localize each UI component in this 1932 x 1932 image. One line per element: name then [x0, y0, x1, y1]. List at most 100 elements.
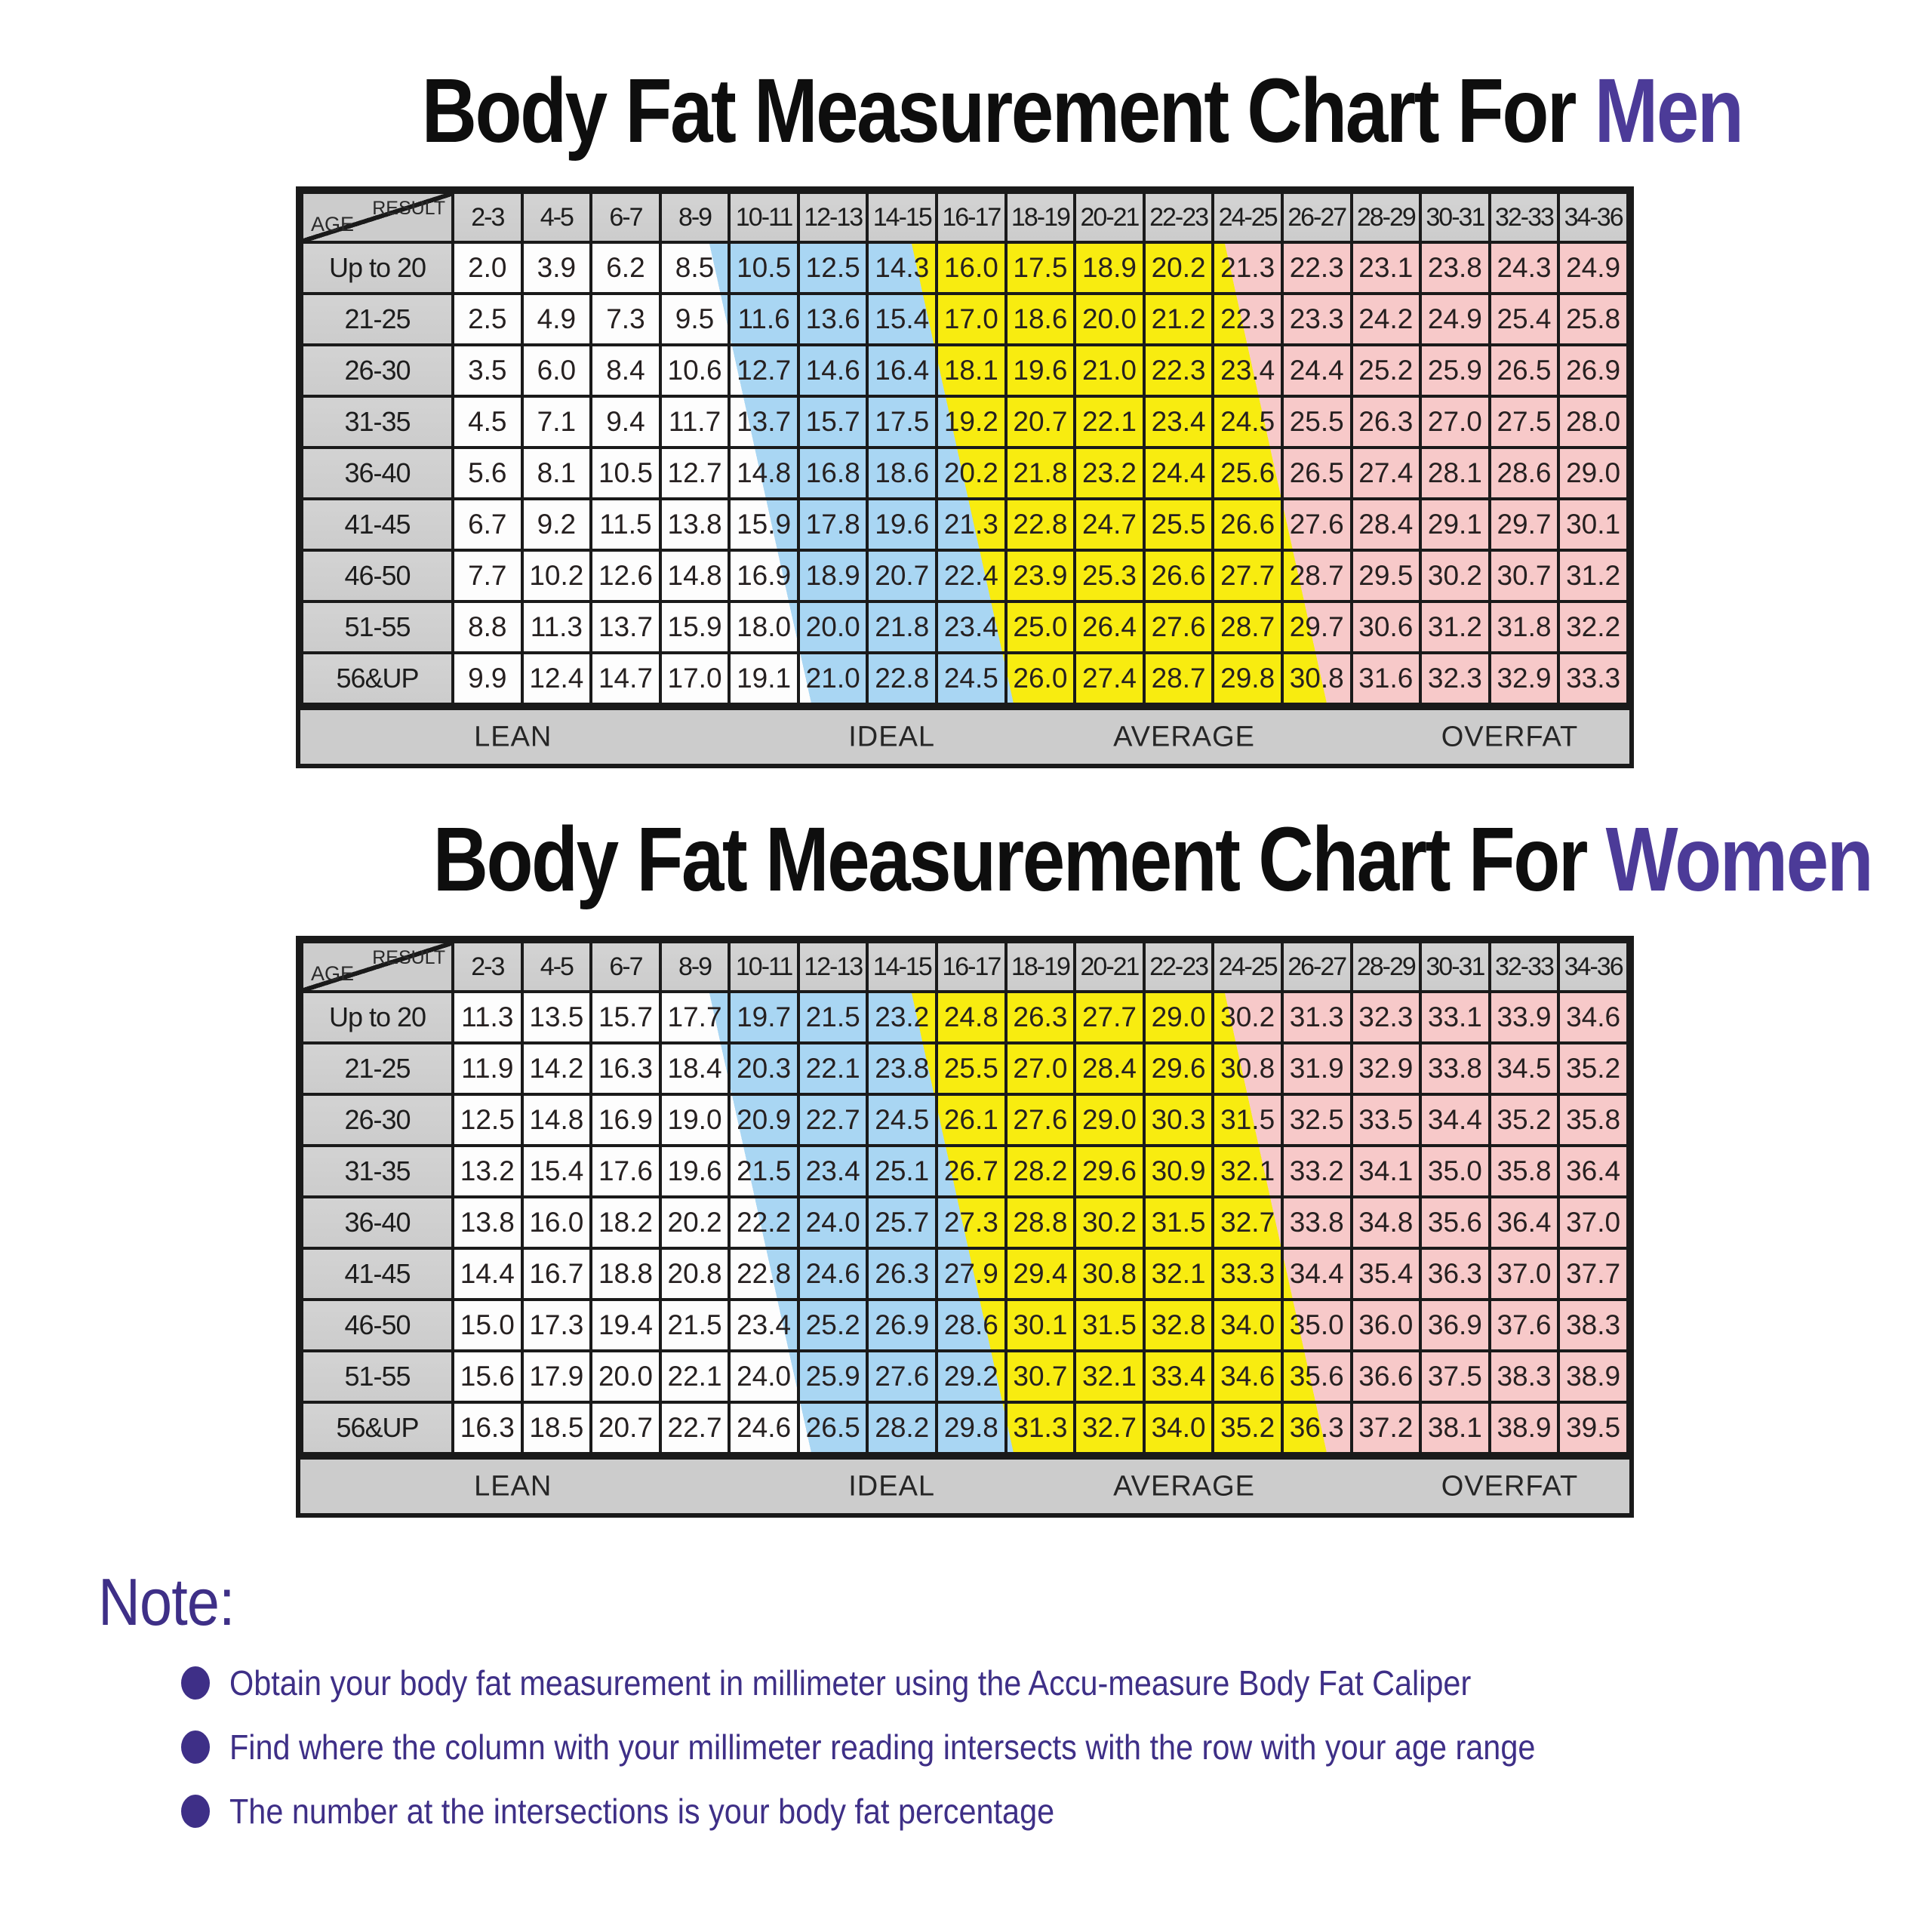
bodyfat-value-cell: 19.2: [935, 395, 1008, 449]
bodyfat-value-cell: 26.0: [1004, 651, 1077, 706]
table-row: 56&UP 16.3 18.5 20.7 22.7 24.6 26.5 28.2 29.8 31.…: [300, 1401, 1629, 1455]
zone-label-average: AVERAGE: [1113, 721, 1256, 752]
bodyfat-value-cell: 21.5: [658, 1298, 731, 1352]
bodyfat-value-cell: 31.9: [1280, 1041, 1353, 1096]
bodyfat-value-cell: 30.2: [1211, 990, 1284, 1044]
bodyfat-value-cell: 22.2: [728, 1195, 800, 1250]
bodyfat-value-cell: 34.4: [1280, 1247, 1353, 1301]
bodyfat-value-cell: 36.3: [1280, 1401, 1353, 1455]
bodyfat-value-cell: 35.6: [1419, 1195, 1491, 1250]
column-header: 8-9: [658, 191, 731, 244]
bodyfat-value-cell: 28.7: [1211, 600, 1284, 654]
column-header: 20-21: [1073, 940, 1146, 993]
age-row-header: 31-35: [300, 395, 454, 449]
bodyfat-value-cell: 33.4: [1142, 1349, 1215, 1404]
header-row: RESULT AGE 2-3 4-5 6-7 8-9 10-11 12-13 14-15 16-1…: [300, 191, 1629, 244]
bodyfat-value-cell: 19.6: [1004, 343, 1077, 398]
zone-label-overfat: OVERFAT: [1441, 721, 1579, 752]
bodyfat-value-cell: 30.7: [1487, 549, 1561, 603]
bodyfat-value-cell: 37.5: [1419, 1349, 1491, 1404]
table-row: 31-35 4.5 7.1 9.4 11.7 13.7 15.7 17.5 19.2 20.7 22…: [300, 395, 1629, 449]
zone-label-ideal: IDEAL: [848, 721, 936, 752]
bodyfat-value-cell: 23.4: [1142, 395, 1215, 449]
bodyfat-value-cell: 32.3: [1349, 990, 1423, 1044]
bodyfat-value-cell: 30.1: [1004, 1298, 1077, 1352]
bodyfat-value-cell: 31.2: [1419, 600, 1491, 654]
bodyfat-value-cell: 35.2: [1211, 1401, 1284, 1455]
bodyfat-value-cell: 33.8: [1419, 1041, 1491, 1096]
bodyfat-value-cell: 30.9: [1142, 1144, 1215, 1198]
bodyfat-value-cell: 11.6: [728, 292, 800, 346]
column-header: 30-31: [1419, 191, 1491, 244]
bodyfat-value-cell: 21.0: [796, 651, 869, 706]
bodyfat-value-cell: 24.4: [1142, 446, 1215, 500]
bodyfat-value-cell: 20.9: [728, 1093, 800, 1147]
bodyfat-value-cell: 26.6: [1142, 549, 1215, 603]
column-header: 16-17: [935, 191, 1008, 244]
bodyfat-value-cell: 13.7: [728, 395, 800, 449]
bodyfat-value-cell: 22.3: [1280, 241, 1353, 295]
bullet-icon: [181, 1730, 210, 1764]
bodyfat-value-cell: 28.7: [1280, 549, 1353, 603]
zone-label-lean: LEAN: [474, 1470, 552, 1502]
bodyfat-value-cell: 24.0: [796, 1195, 869, 1250]
note-bullet-list: Obtain your body fat measurement in mill…: [98, 1663, 1681, 1832]
note-bullet-row: Obtain your body fat measurement in mill…: [181, 1663, 1681, 1703]
corner-result-label: RESULT: [372, 947, 445, 968]
bodyfat-value-cell: 27.5: [1487, 395, 1561, 449]
bodyfat-value-cell: 27.6: [1142, 600, 1215, 654]
age-row-header: 56&UP: [300, 1401, 454, 1455]
bodyfat-value-cell: 24.3: [1487, 241, 1561, 295]
age-row-header: 21-25: [300, 1041, 454, 1096]
bodyfat-value-cell: 18.6: [866, 446, 939, 500]
bodyfat-value-cell: 20.0: [1073, 292, 1146, 346]
bodyfat-value-cell: 29.0: [1557, 446, 1629, 500]
bodyfat-value-cell: 31.6: [1349, 651, 1423, 706]
header-row: RESULT AGE 2-3 4-5 6-7 8-9 10-11 12-13 14-15 16-1…: [300, 940, 1629, 993]
column-header: 6-7: [589, 191, 662, 244]
men-chart-title-accent: Men: [1594, 59, 1744, 162]
bodyfat-value-cell: 24.5: [866, 1093, 939, 1147]
bodyfat-value-cell: 27.3: [935, 1195, 1008, 1250]
bodyfat-value-cell: 17.6: [589, 1144, 662, 1198]
bodyfat-value-cell: 32.9: [1349, 1041, 1423, 1096]
bodyfat-value-cell: 11.3: [451, 990, 524, 1044]
bodyfat-value-cell: 15.9: [728, 497, 800, 552]
bodyfat-value-cell: 26.3: [866, 1247, 939, 1301]
bodyfat-value-cell: 7.7: [451, 549, 524, 603]
bodyfat-value-cell: 29.2: [935, 1349, 1008, 1404]
table-row: 26-30 12.5 14.8 16.9 19.0 20.9 22.7 24.5 26.1 27.…: [300, 1093, 1629, 1147]
bodyfat-value-cell: 36.3: [1419, 1247, 1491, 1301]
women-body-fat-table: RESULT AGE 2-3 4-5 6-7 8-9 10-11 12-13 14-15 16-1…: [296, 936, 1634, 1518]
bodyfat-value-cell: 33.1: [1419, 990, 1491, 1044]
zone-label-average: AVERAGE: [1113, 1470, 1256, 1502]
bodyfat-value-cell: 28.4: [1349, 497, 1423, 552]
bodyfat-value-cell: 22.4: [935, 549, 1008, 603]
bodyfat-value-cell: 9.2: [520, 497, 593, 552]
bodyfat-value-cell: 29.1: [1419, 497, 1491, 552]
bodyfat-value-cell: 24.9: [1557, 241, 1629, 295]
column-header: 28-29: [1349, 940, 1423, 993]
bodyfat-value-cell: 15.6: [451, 1349, 524, 1404]
bodyfat-value-cell: 10.5: [589, 446, 662, 500]
bodyfat-value-cell: 18.5: [520, 1401, 593, 1455]
bodyfat-value-cell: 36.6: [1349, 1349, 1423, 1404]
bodyfat-value-cell: 8.5: [658, 241, 731, 295]
bodyfat-value-cell: 36.9: [1419, 1298, 1491, 1352]
bodyfat-value-cell: 16.9: [728, 549, 800, 603]
bodyfat-value-cell: 35.8: [1557, 1093, 1629, 1147]
bodyfat-value-cell: 28.0: [1557, 395, 1629, 449]
bodyfat-value-cell: 19.1: [728, 651, 800, 706]
bodyfat-value-cell: 18.1: [935, 343, 1008, 398]
bodyfat-value-cell: 30.8: [1211, 1041, 1284, 1096]
column-header: 10-11: [728, 191, 800, 244]
bodyfat-value-cell: 5.6: [451, 446, 524, 500]
bodyfat-value-cell: 30.7: [1004, 1349, 1077, 1404]
bodyfat-value-cell: 33.2: [1280, 1144, 1353, 1198]
bodyfat-value-cell: 16.4: [866, 343, 939, 398]
age-row-header: 46-50: [300, 549, 454, 603]
men-chart-title: Body Fat Measurement Chart For Men: [296, 60, 1744, 161]
bodyfat-value-cell: 22.1: [658, 1349, 731, 1404]
bodyfat-value-cell: 21.8: [1004, 446, 1077, 500]
